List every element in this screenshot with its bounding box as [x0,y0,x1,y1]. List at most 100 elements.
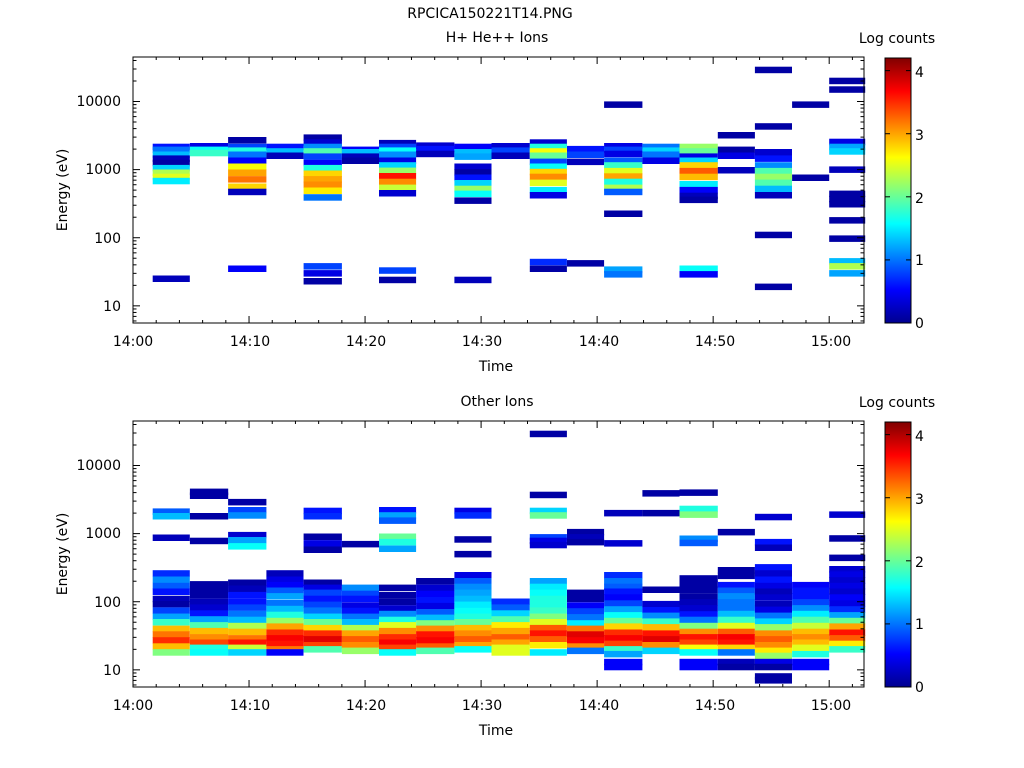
heatmap-cell-p2-c17-9 [792,634,830,641]
heatmap-cell-p1-c16-5 [754,167,792,175]
heatmap-cell-p2-c16-18 [754,652,792,660]
heatmap-cell-p2-c2-1 [228,507,267,514]
heatmap-cell-p2-c2-8 [228,591,267,599]
panel-2-ylabel: Energy (eV) [55,513,71,596]
heatmap-cell-p2-c10-14 [529,619,567,626]
panel-2-xtick-5: 14:50 [695,698,735,714]
heatmap-cell-p2-c2-4 [228,537,267,544]
heatmap-cell-p2-c10-12 [529,607,567,614]
heatmap-cell-p2-c14-2 [679,511,718,518]
panel-2-title: Other Ions [460,394,533,410]
heatmap-cell-p2-c15-14 [717,644,755,652]
heatmap-cell-p2-c13-0 [642,490,680,497]
panel-2-ytick-10000: 10000 [76,458,121,474]
heatmap-cell-p1-c4-9 [303,181,342,188]
heatmap-cell-p2-c15-3 [717,581,755,589]
heatmap-cell-p2-c0-5 [152,582,190,590]
heatmap-cell-p1-c10-6 [529,168,567,176]
heatmap-cell-p2-c17-3 [792,599,830,606]
heatmap-cell-p2-c16-5 [754,576,792,583]
heatmap-cell-p1-c4-0 [303,134,342,141]
heatmap-cell-p2-c8-2 [454,536,492,543]
heatmap-cell-p1-c10-0 [529,139,567,146]
panel-2-xtick-3: 14:30 [462,698,502,714]
heatmap-cell-p2-c4-13 [303,624,342,632]
heatmap-cell-p1-c12-5 [604,162,643,169]
panel-1-xtick-0: 14:00 [113,334,153,350]
heatmap-cell-p2-c7-7 [416,620,455,627]
heatmap-cell-p2-c16-20 [754,663,792,671]
heatmap-cell-p1-c6-9 [379,184,417,192]
heatmap-cell-p2-c3-8 [266,617,304,625]
heatmap-cell-p1-c7-0 [416,142,455,149]
heatmap-cell-p2-c2-3 [228,531,267,539]
heatmap-cell-p1-c8-10 [454,276,492,284]
heatmap-cell-p2-c17-13 [792,658,830,666]
heatmap-cell-p2-c2-14 [228,628,267,636]
heatmap-cell-p2-c6-3 [379,533,417,540]
heatmap-cell-p1-c18-0 [829,77,866,85]
heatmap-cell-p1-c8-6 [454,180,492,187]
panel-2-cbtick-4: 4 [915,429,924,445]
heatmap-cell-p2-c7-11 [416,643,455,650]
panel-h-he-ions: H+ He++ Ions 14:00 14:10 14:20 14:30 14:… [55,30,935,375]
panel-1-ytick-10000: 10000 [76,94,121,110]
heatmap-cell-p2-c9-9 [491,649,530,656]
heatmap-cell-p1-c18-3 [829,143,866,151]
heatmap-cell-p2-c12-0 [604,509,643,517]
heatmap-cell-p2-c12-15 [604,646,643,653]
heatmap-cell-p2-c4-11 [303,613,342,621]
heatmap-cell-p1-c4-1 [303,139,342,146]
heatmap-cell-p2-c3-7 [266,611,304,619]
heatmap-cell-p1-c0-7 [152,173,190,181]
heatmap-cell-p1-c0-5 [152,164,190,172]
heatmap-cell-p1-c16-8 [754,185,792,193]
heatmap-cell-p2-c1-0 [189,488,229,496]
heatmap-cell-p1-c10-2 [529,148,567,155]
heatmap-cell-p2-c9-4 [491,622,530,629]
figure-title: RPCICA150221T14.PNG [407,6,572,22]
heatmap-cell-p1-c8-3 [454,163,492,170]
heatmap-cell-p2-c7-3 [416,597,455,604]
heatmap-cell-p1-c6-0 [379,139,417,147]
panel-1-xtick-6: 15:00 [811,334,851,350]
heatmap-cell-p2-c15-7 [717,605,755,612]
heatmap-cell-p2-c0-1 [152,513,190,520]
heatmap-cell-p1-c14-7 [679,181,718,188]
heatmap-cell-p2-c12-2 [604,572,643,579]
heatmap-cell-p1-c0-8 [152,177,190,185]
heatmap-cell-p1-c9-1 [491,147,530,154]
heatmap-cell-p2-c7-8 [416,625,455,633]
heatmap-cell-p1-c16-4 [754,162,792,169]
heatmap-cell-p2-c2-13 [228,622,267,630]
heatmap-cell-p2-c15-12 [717,634,755,641]
heatmap-cell-p2-c4-4 [303,546,342,553]
heatmap-cell-p2-c17-0 [792,581,830,589]
heatmap-cell-p2-c17-8 [792,628,830,636]
heatmap-cell-p2-c13-9 [642,636,680,643]
heatmap-cell-p1-c11-3 [567,260,605,267]
heatmap-cell-p2-c16-6 [754,582,792,590]
heatmap-cell-p2-c8-16 [454,642,492,649]
heatmap-cell-p2-c6-1 [379,512,417,519]
heatmap-cell-p2-c18-7 [829,588,866,595]
panel-2-ytick-100: 100 [94,595,121,611]
heatmap-cell-p2-c16-9 [754,600,792,608]
heatmap-cell-p2-c16-7 [754,588,792,595]
heatmap-cell-p2-c17-6 [792,616,830,624]
heatmap-cell-p1-c3-1 [266,148,304,155]
heatmap-cell-p2-c18-3 [829,566,866,573]
heatmap-cell-p1-c6-6 [379,167,417,175]
heatmap-cell-p2-c14-1 [679,505,718,513]
heatmap-cell-p1-c9-2 [491,152,530,159]
heatmap-cell-p2-c18-14 [829,629,866,636]
heatmap-cell-p2-c5-0 [341,540,379,548]
heatmap-cell-p2-c3-9 [266,623,304,630]
heatmap-cell-p1-c4-6 [303,164,342,172]
heatmap-cell-p2-c13-6 [642,618,680,625]
heatmap-cell-p2-c8-5 [454,578,492,585]
heatmap-cell-p1-c12-9 [604,184,643,192]
heatmap-cell-p1-c14-10 [679,196,718,204]
heatmap-cell-p2-c0-11 [152,619,190,626]
heatmap-cell-p1-c4-3 [303,148,342,155]
